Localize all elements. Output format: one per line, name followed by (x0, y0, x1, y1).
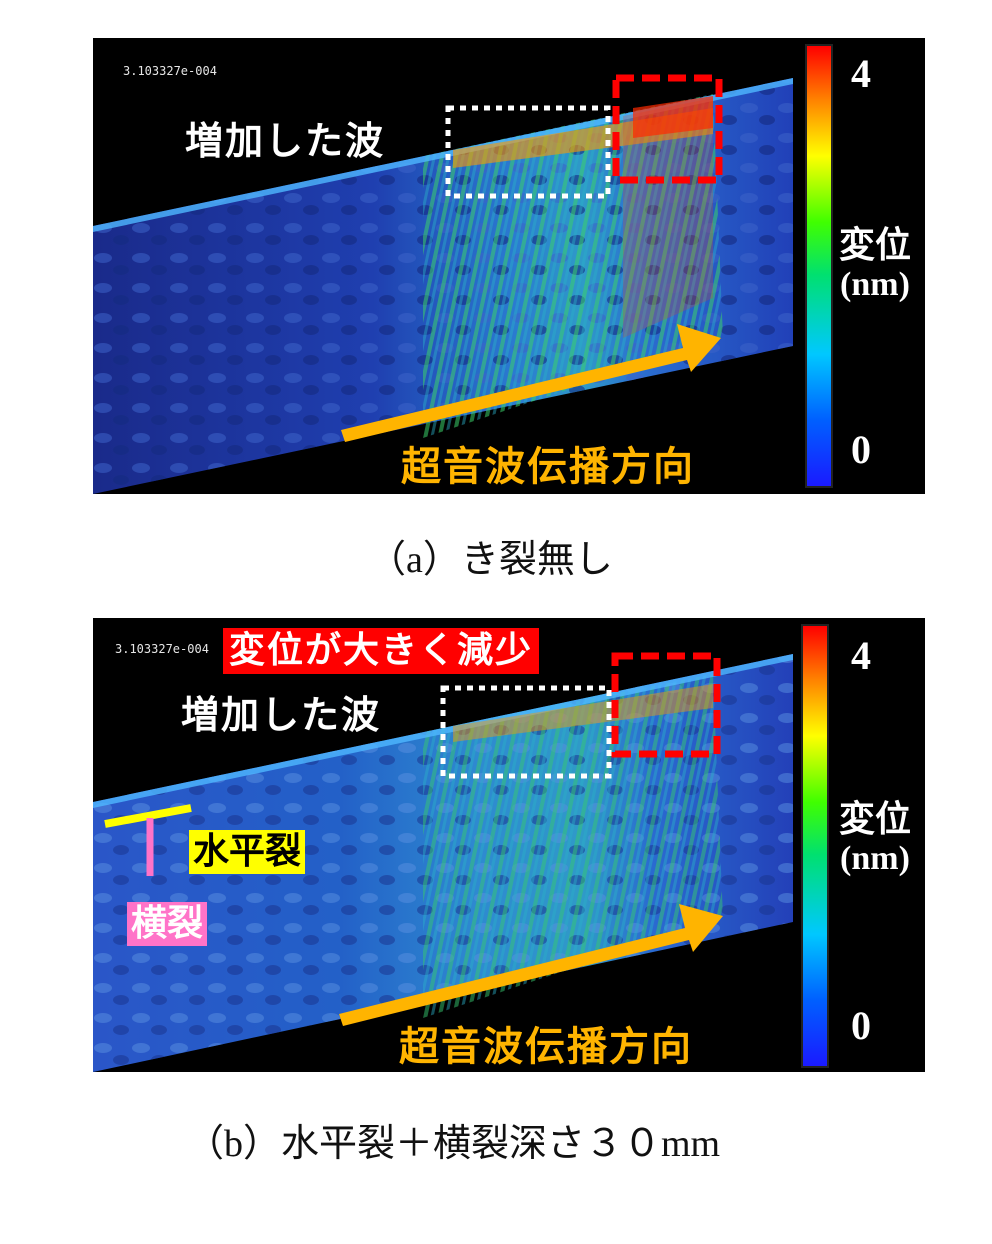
transverse-crack-label: 横裂 (127, 902, 208, 946)
colorbar-unit: (nm) (840, 266, 910, 303)
propagation-arrow (339, 904, 723, 1026)
propagation-arrow (341, 324, 721, 442)
colorbar-unit: (nm) (840, 840, 910, 877)
panel-a-image: 3.103327e-004 増加した波 超音波伝播方向 4 0 変位 (nm) (93, 38, 925, 494)
highlight-box-red (611, 652, 721, 758)
wave-field-b (93, 652, 793, 1072)
timestamp: 3.103327e-004 (115, 642, 209, 656)
direction-label: 超音波伝播方向 (399, 1024, 693, 1070)
colorbar-min: 0 (851, 1003, 871, 1048)
timestamp: 3.103327e-004 (123, 64, 217, 78)
increased-wave-label: 増加した波 (185, 119, 386, 163)
colorbar-min: 0 (851, 427, 871, 472)
colorbar (801, 624, 829, 1068)
colorbar (805, 44, 833, 488)
caption-a: （a）き裂無し (368, 539, 613, 581)
colorbar-max: 4 (851, 51, 871, 96)
caption-b: （b）水平裂＋横裂深さ３０mm (186, 1123, 721, 1165)
increased-wave-label: 増加した波 (181, 693, 382, 737)
direction-label: 超音波伝播方向 (401, 444, 695, 490)
wave-field-a (93, 74, 793, 494)
colorbar-title: 変位 (838, 799, 911, 840)
increased-wave-box (445, 105, 611, 199)
colorbar-max: 4 (851, 633, 871, 678)
panel-b-image: 3.103327e-004 変位が大きく減少 増加した波 水平裂 横裂 超音波伝… (93, 618, 925, 1072)
increased-wave-box (440, 685, 612, 779)
horizontal-crack-marker (104, 804, 192, 828)
colorbar-title: 変位 (838, 225, 911, 266)
horizontal-crack-label: 水平裂 (189, 830, 306, 874)
displacement-reduced-label: 変位が大きく減少 (223, 628, 540, 674)
